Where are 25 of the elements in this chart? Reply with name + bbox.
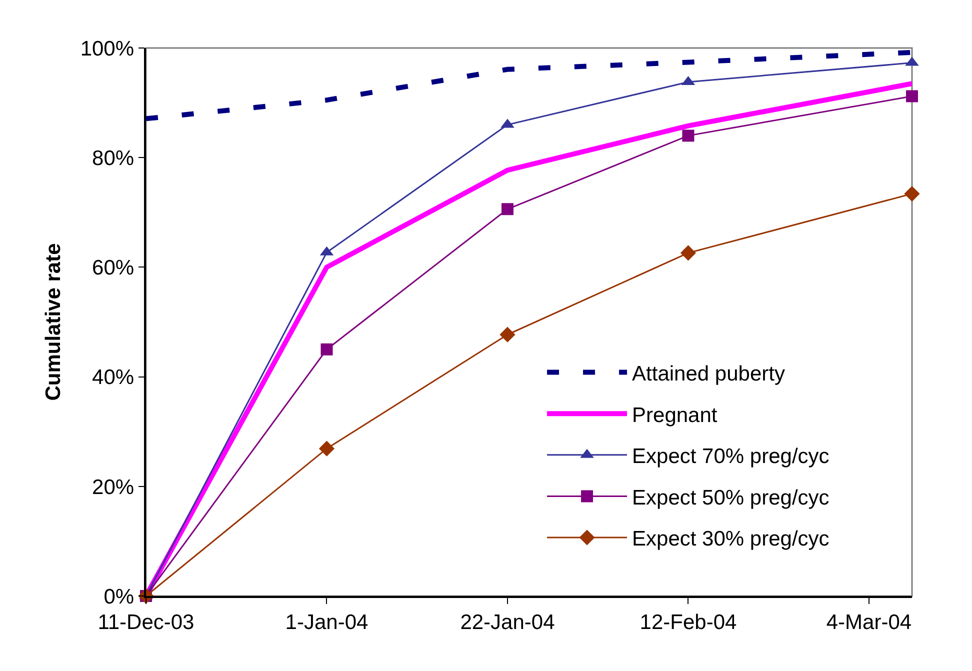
point bbox=[680, 245, 696, 261]
x-tick-label: 1-Jan-04 bbox=[285, 610, 368, 634]
legend-label: Pregnant bbox=[632, 404, 718, 427]
y-tick-label: 100% bbox=[80, 37, 134, 60]
point bbox=[906, 90, 918, 102]
point bbox=[320, 343, 333, 356]
y-tick-label: 0% bbox=[104, 585, 134, 608]
y-tick-label: 80% bbox=[92, 146, 134, 170]
y-tick-label: 40% bbox=[92, 366, 134, 390]
x-tick-label: 12-Feb-04 bbox=[640, 610, 737, 634]
legend-label: Expect 50% preg/cyc bbox=[632, 486, 830, 510]
point bbox=[904, 186, 920, 202]
legend-label: Expect 70% preg/cyc bbox=[632, 445, 830, 468]
point bbox=[682, 130, 694, 142]
point bbox=[501, 203, 514, 216]
legend-label: Expect 30% preg/cyc bbox=[632, 528, 830, 551]
legend-label: Attained puberty bbox=[632, 362, 786, 386]
x-tick-label: 22-Jan-04 bbox=[460, 610, 556, 634]
x-tick-label: 11-Dec-03 bbox=[98, 610, 194, 634]
x-tick-label: 4-Mar-04 bbox=[826, 610, 912, 634]
y-axis-title: Cumulative rate bbox=[42, 243, 65, 401]
point bbox=[318, 440, 335, 456]
y-tick-label: 20% bbox=[92, 476, 134, 499]
y-tick-label: 60% bbox=[92, 256, 134, 280]
point bbox=[500, 326, 516, 342]
